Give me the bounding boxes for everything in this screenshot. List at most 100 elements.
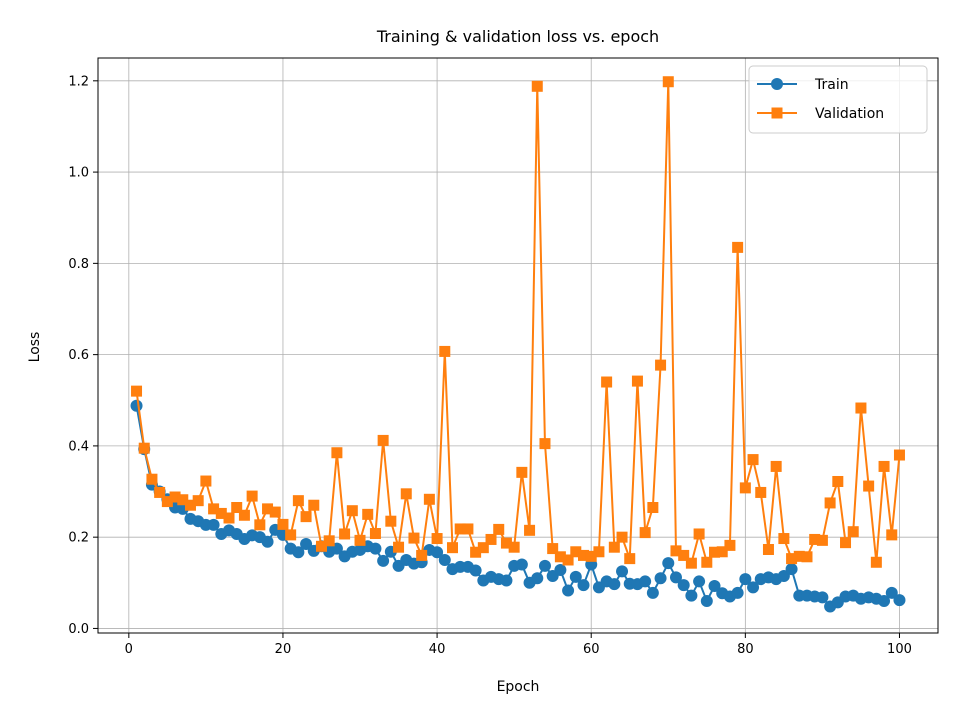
validation-point [254,519,266,531]
validation-point [308,499,320,511]
validation-point [362,508,374,520]
train-point [747,581,760,594]
validation-point [192,495,204,507]
legend-marker-train [771,78,783,90]
legend-label-validation: Validation [815,106,884,122]
validation-point [277,518,289,530]
train-point [292,546,305,559]
series-layer [130,76,906,613]
validation-point [477,542,489,554]
train-point [608,578,621,591]
validation-point [670,545,682,557]
validation-point [570,546,582,558]
validation-point [161,496,173,508]
train-point [207,518,220,531]
chart-title: Training & validation loss vs. epoch [376,27,659,46]
validation-point [539,438,551,450]
y-tick-label: 0.2 [68,531,89,546]
validation-point [639,527,651,539]
validation-point [446,542,458,554]
validation-point [770,460,782,472]
y-tick-label: 0.8 [68,257,89,272]
train-point [893,594,906,607]
validation-point [292,495,304,507]
validation-point [431,533,443,545]
validation-point [508,541,520,553]
series-validation [131,76,905,569]
validation-point [400,488,412,500]
validation-point [354,534,366,546]
train-point [878,595,891,608]
train-point [708,579,721,592]
validation-point [377,434,389,446]
validation-point [732,241,744,253]
validation-point [832,475,844,487]
validation-point [493,523,505,535]
validation-point [184,499,196,511]
validation-point [408,532,420,544]
validation-point [339,528,351,540]
validation-point [855,402,867,414]
validation-point [693,528,705,540]
validation-point [454,523,466,535]
validation-point [516,466,528,478]
validation-point [631,375,643,387]
validation-point [315,540,327,552]
validation-point [747,454,759,466]
validation-point [593,546,605,558]
legend-label-train: Train [814,77,849,93]
validation-point [762,543,774,555]
train-point [785,563,798,576]
train-point [662,557,675,570]
validation-point [778,533,790,545]
validation-point [524,524,536,536]
validation-point [724,539,736,551]
validation-point [647,502,659,514]
validation-point [154,486,166,498]
validation-point [870,556,882,568]
train-point [369,542,382,555]
train-point [885,586,898,599]
validation-point [369,528,381,540]
y-tick-label: 0.6 [68,348,89,363]
train-point [616,565,629,578]
train-point [261,535,274,548]
validation-point [223,512,235,524]
validation-point [878,460,890,472]
validation-point [608,541,620,553]
validation-point [300,511,312,523]
validation-point [385,515,397,527]
validation-point [824,497,836,509]
validation-point [246,490,258,502]
legend-box [748,65,928,134]
validation-point [816,534,828,546]
validation-point [285,529,297,541]
validation-point [547,543,559,555]
validation-point [801,551,813,563]
validation-point [393,541,405,553]
train-point [654,572,667,585]
validation-point [678,549,690,561]
y-tick-label: 0.4 [68,439,89,454]
train-point [731,586,744,599]
axes-frame [97,57,939,634]
validation-point [531,80,543,92]
validation-point [323,535,335,547]
train-point [677,579,690,592]
x-tick-label: 100 [887,642,912,657]
validation-point [624,553,636,565]
x-tick-label: 40 [429,642,446,657]
validation-point [739,482,751,494]
validation-point [262,503,274,515]
validation-point [231,502,243,514]
validation-point [685,557,697,569]
validation-point [462,523,474,535]
validation-point [701,556,713,568]
x-tick-label: 60 [583,642,600,657]
y-tick-label: 1.0 [68,166,89,181]
validation-point [585,550,597,562]
validation-point [786,553,798,565]
y-axis-label: Loss [27,332,43,363]
validation-point [200,475,212,487]
train-point [639,575,652,588]
